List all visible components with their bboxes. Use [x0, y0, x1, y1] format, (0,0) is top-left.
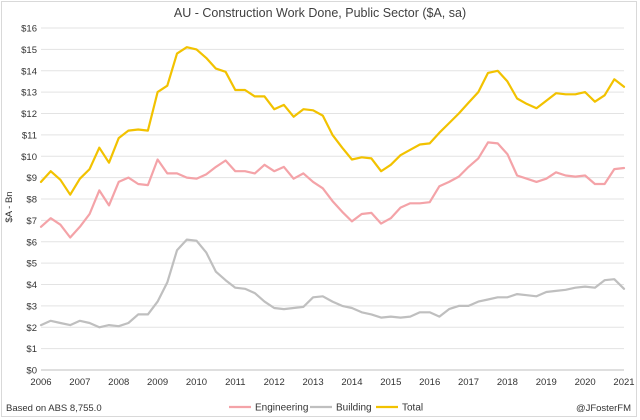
x-tick-label: 2020	[575, 377, 596, 388]
gridlines	[41, 27, 624, 371]
y-tick-label: $4	[26, 280, 37, 291]
legend: Engineering Building Total	[229, 403, 423, 414]
x-tick-label: 2019	[536, 377, 557, 388]
y-tick-label: $3	[26, 301, 37, 312]
y-tick-label: $10	[21, 152, 37, 163]
series-line-total	[39, 46, 626, 196]
y-tick-label: $13	[21, 88, 37, 99]
y-tick-label: $9	[26, 173, 37, 184]
x-tick-label: 2016	[419, 377, 440, 388]
legend-label: Building	[336, 403, 372, 414]
series-line-engineering	[39, 141, 626, 239]
y-tick-label: $15	[21, 45, 37, 56]
y-tick-label: $6	[26, 237, 37, 248]
chart-title: AU - Construction Work Done, Public Sect…	[174, 6, 466, 20]
legend-label: Engineering	[255, 403, 308, 414]
y-tick-label: $7	[26, 216, 37, 227]
x-tick-label: 2017	[458, 377, 479, 388]
x-tick-label: 2006	[30, 377, 51, 388]
x-tick-label: 2021	[613, 377, 634, 388]
y-tick-label: $8	[26, 195, 37, 206]
x-tick-label: 2018	[497, 377, 518, 388]
series-line-building	[39, 238, 626, 329]
y-tick-label: $5	[26, 259, 37, 270]
y-tick-label: $12	[21, 109, 37, 120]
y-tick-label: $11	[22, 130, 37, 141]
y-tick-labels: $0 $1 $2 $3 $4 $5 $6 $7 $8 $9 $10 $11 $12 $13 $14 $15 $1…	[21, 24, 37, 377]
x-tick-label: 2011	[225, 377, 245, 388]
legend-label: Total	[402, 403, 423, 414]
x-tick-label: 2014	[341, 377, 362, 388]
x-tick-label: 2009	[147, 377, 168, 388]
y-tick-label: $2	[26, 323, 37, 334]
x-tick-label: 2015	[380, 377, 401, 388]
y-tick-label: $16	[21, 24, 37, 35]
x-tick-label: 2008	[108, 377, 129, 388]
y-tick-label: $0	[26, 366, 37, 377]
x-tick-label: 2013	[302, 377, 323, 388]
x-tick-label: 2012	[264, 377, 285, 388]
y-axis-label: $A - Bn	[4, 191, 15, 222]
series-lines	[39, 46, 626, 329]
source-note: Based on ABS 8,755.0	[6, 403, 102, 414]
y-tick-label: $14	[21, 66, 37, 77]
x-tick-label: 2010	[186, 377, 207, 388]
x-tick-label: 2007	[69, 377, 90, 388]
credit-label: @JFosterFM	[576, 403, 631, 414]
x-tick-labels: 2006 2007 2008 2009 2010 2011 2012 2013 2014 2015…	[30, 377, 634, 388]
y-tick-label: $1	[26, 344, 37, 355]
